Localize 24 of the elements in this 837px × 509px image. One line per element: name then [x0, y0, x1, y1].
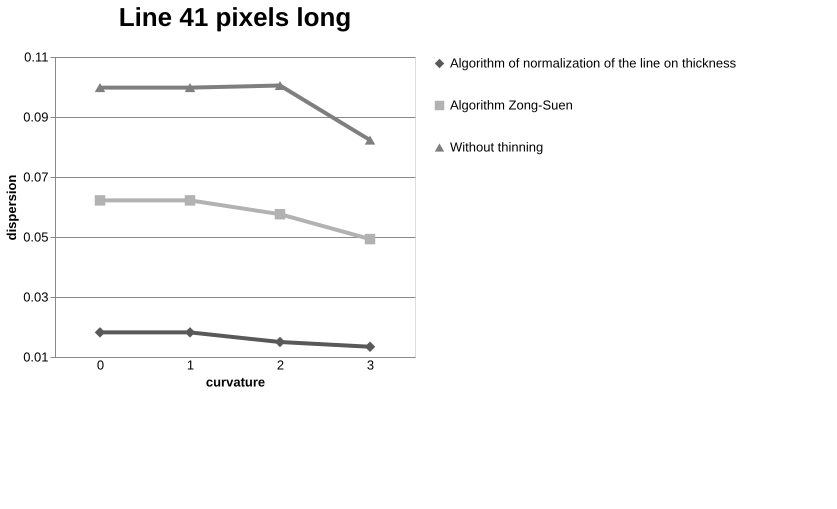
- x-tick-label: 2: [276, 358, 284, 372]
- point: [94, 195, 106, 206]
- y-tick-label: 0.01: [23, 350, 48, 364]
- x-tick-label: 0: [96, 358, 104, 372]
- y-tick-label: 0.11: [24, 50, 48, 64]
- x-axis-title: curvature: [206, 374, 266, 390]
- x-tick-label: 3: [366, 358, 374, 372]
- point: [274, 336, 286, 348]
- point: [274, 208, 286, 220]
- legend-label: Algorithm Zong-Suen: [450, 98, 573, 112]
- legend-label: Without thinning: [450, 140, 544, 154]
- point: [94, 83, 106, 92]
- legend-label: Algorithm of normalization of the line on thickness: [450, 56, 737, 70]
- x-tick-label: 1: [186, 358, 194, 372]
- y-tick-label: 0.07: [23, 170, 48, 184]
- y-tick-label: 0.09: [23, 110, 48, 124]
- chart-title: Line 41 pixels long: [118, 2, 352, 32]
- point: [184, 83, 196, 92]
- y-axis-title: dispersion: [4, 174, 20, 240]
- point: [184, 195, 196, 206]
- point: [364, 234, 376, 244]
- y-tick-label: 0.03: [23, 290, 48, 304]
- y-tick-label: 0.05: [23, 230, 48, 244]
- point: [364, 136, 376, 145]
